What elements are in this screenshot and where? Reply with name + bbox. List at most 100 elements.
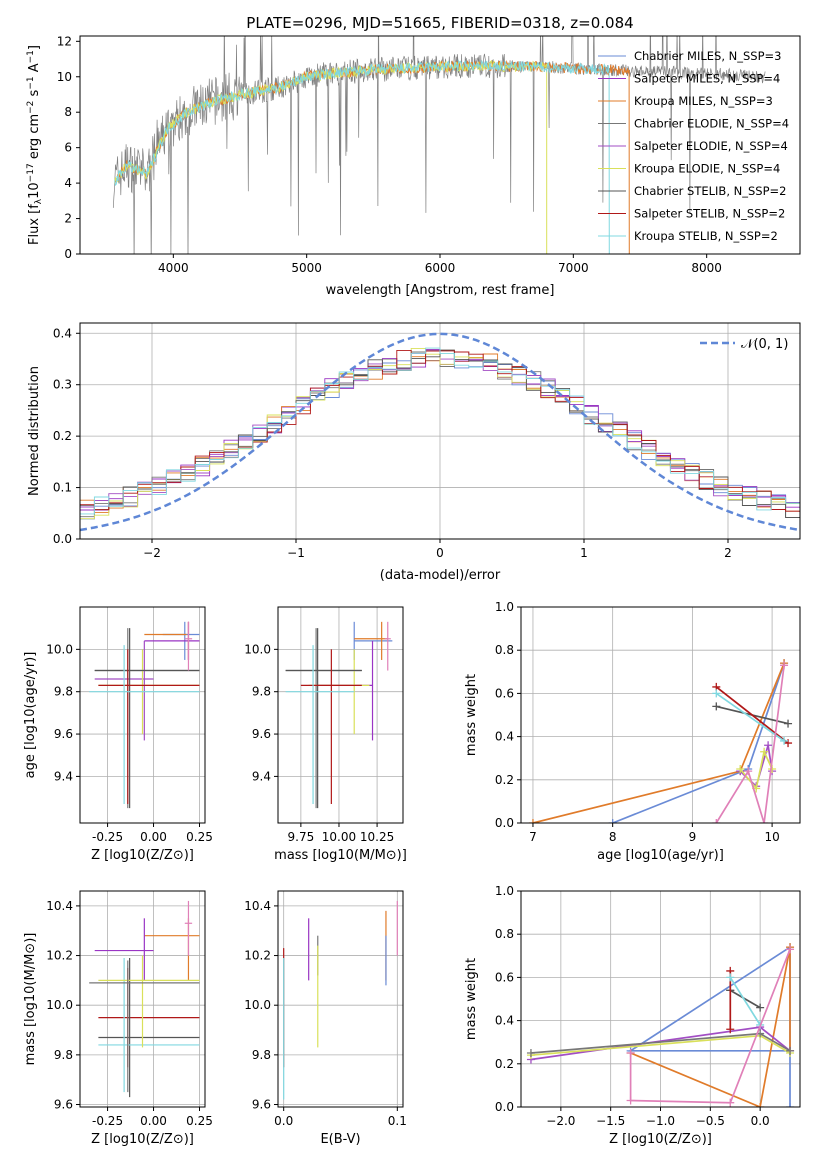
mass-Z-ytick-label: 10.2: [46, 949, 73, 963]
weight-age-point: [712, 702, 721, 711]
residuals-ytick-label: 0.3: [53, 378, 72, 392]
mass-EBV-xtick-label: 0.1: [388, 1114, 407, 1128]
spectrum-xtick-label: 5000: [291, 261, 322, 275]
weight-age-point: [736, 765, 745, 773]
mass-EBV-ytick-label: 10.0: [244, 998, 271, 1012]
gauss-legend-label: 𝒩(0, 1): [741, 337, 788, 352]
residuals-ytick-label: 0.1: [53, 481, 72, 495]
age-Z-xlabel: Z [log10(Z/Z⊙)]: [91, 848, 194, 863]
weight-age-xlabel: age [log10(age/yr)]: [597, 848, 724, 863]
weight-age-point: [764, 741, 773, 750]
spectrum-legend-label: Salpeter MILES, N_SSP=4: [634, 72, 780, 86]
mass-Z-panel: -0.25 0.00 0.25 9.6 9.8 10.0 10.2 10.4 Z [log10(…: [23, 890, 213, 1147]
weight-age-series-line: [612, 662, 785, 823]
mass-Z-ytick-label: 10.4: [46, 899, 73, 913]
residuals-xtick-label: 0: [436, 546, 444, 560]
weight-age-series-line: [532, 662, 785, 823]
weight-Z-point: [626, 1096, 635, 1105]
spectrum-legend-label: Chabrier ELODIE, N_SSP=4: [634, 117, 789, 131]
mass-Z-xtick-label: 0.25: [186, 1114, 213, 1128]
weight-age-ytick-label: 0.4: [495, 730, 514, 744]
weight-Z-point: [726, 1098, 735, 1107]
spectrum-legend-label: Kroupa ELODIE, N_SSP=4: [634, 162, 780, 176]
mass-EBV-xtick-label: 0.0: [274, 1114, 293, 1128]
weight-Z-xtick-label: −0.5: [696, 1114, 725, 1128]
mass-Z-marks: [89, 900, 200, 1098]
weight-age-ytick-label: 0.8: [495, 643, 514, 657]
weight-Z-series-line: [729, 989, 761, 1009]
spectrum-ytick-label: 8: [64, 105, 72, 119]
spectrum-xlabel: wavelength [Angstrom, rest frame]: [326, 283, 555, 298]
weight-age-series-line: [715, 692, 785, 742]
residuals-xlabel: (data-model)/error: [380, 568, 501, 583]
spectrum-legend-label: Chabrier MILES, N_SSP=3: [634, 49, 781, 63]
weight-age-xtick-label: 10: [764, 830, 779, 844]
weight-Z-xtick-label: −2.0: [546, 1114, 575, 1128]
mass-Z-ytick-label: 10.0: [46, 998, 73, 1012]
spectrum-legend-label: Kroupa MILES, N_SSP=3: [634, 94, 773, 108]
residuals-xtick-label: −1: [287, 546, 305, 560]
spectrum-xtick-label: 8000: [691, 261, 722, 275]
age-mass-ytick-label: 9.6: [252, 727, 271, 741]
age-Z-ytick-label: 9.8: [54, 685, 73, 699]
weight-Z-ytick-label: 1.0: [495, 884, 514, 898]
weight-age-point: [608, 819, 617, 823]
weight-Z-series-line: [630, 947, 791, 1107]
age-mass-ytick-label: 10.0: [244, 642, 271, 656]
age-Z-frame: [79, 606, 206, 824]
weight-age-xtick-label: 7: [529, 830, 537, 844]
spectrum-panel: 4000 5000 6000 7000 8000 0 2 4 6 8 10 12 Chabrier M…: [26, 34, 801, 298]
age-mass-panel: 9.75 10.00 10.25 9.4 9.6 9.8 10.0 mass [log10(M…: [244, 606, 407, 863]
weight-age-series-line: [715, 665, 785, 823]
mass-EBV-ytick-label: 9.6: [252, 1098, 271, 1112]
weight-Z-ytick-label: 0.0: [495, 1100, 514, 1114]
weight-Z-point: [756, 1003, 765, 1012]
weight-age-xtick-label: 8: [609, 830, 617, 844]
residuals-ytick-label: 0.2: [53, 429, 72, 443]
weight-age-point: [712, 819, 721, 823]
spectrum-xtick-label: 4000: [158, 261, 189, 275]
weight-Z-ytick-label: 0.4: [495, 1014, 514, 1028]
weight-Z-point: [786, 945, 795, 954]
age-mass-xlabel: mass [log10(M/M⊙)]: [274, 848, 407, 863]
residuals-hist-line: [80, 347, 800, 515]
weight-Z-point: [756, 1103, 765, 1107]
weight-age-xtick-label: 9: [689, 830, 697, 844]
residuals-panel: −2 −1 0 1 2 0.0 0.1 0.2 0.3 0.4 𝒩(0, 1) (data-mod…: [27, 322, 801, 583]
weight-age-point: [780, 736, 789, 745]
weight-Z-xtick-label: −1.0: [646, 1114, 675, 1128]
weight-Z-point: [526, 1049, 535, 1057]
weight-Z-point: [786, 1046, 795, 1055]
weight-age-point: [528, 819, 537, 823]
weight-age-point: [780, 661, 789, 670]
weight-Z-ytick-label: 0.6: [495, 970, 514, 984]
mass-EBV-marks: [283, 900, 398, 1100]
age-mass-xtick-label: 9.75: [288, 830, 315, 844]
weight-age-point: [760, 747, 769, 756]
weight-age-ytick-label: 0.6: [495, 686, 514, 700]
spectrum-ytick-label: 12: [57, 34, 72, 48]
mass-EBV-ytick-label: 9.8: [252, 1048, 271, 1062]
weight-age-ytick-label: 0.2: [495, 773, 514, 787]
spectrum-legend-label: Salpeter ELODIE, N_SSP=4: [634, 139, 788, 153]
spectrum-xtick-label: 6000: [425, 261, 456, 275]
mass-Z-ytick-label: 9.8: [54, 1048, 73, 1062]
spectrum-legend-label: Chabrier STELIB, N_SSP=2: [634, 184, 786, 198]
mass-EBV-ytick-label: 10.2: [244, 949, 271, 963]
weight-Z-point: [786, 1103, 795, 1107]
age-Z-ytick-label: 10.0: [46, 642, 73, 656]
weight-Z-ytick-label: 0.2: [495, 1057, 514, 1071]
residuals-ytick-label: 0.0: [53, 532, 72, 546]
spectrum-data-line: [112, 36, 766, 254]
weight-age-panel: 7 8 9 10 0.0 0.2 0.4 0.6 0.8 1.0 age [log10(age/yr…: [464, 600, 801, 863]
gauss-curve: [79, 332, 801, 532]
weight-age-ylabel: mass weight: [464, 674, 479, 756]
age-mass-xtick-label: 10.00: [322, 830, 356, 844]
age-mass-ytick-label: 9.8: [252, 685, 271, 699]
spectrum-ytick-label: 10: [57, 70, 72, 84]
age-Z-xtick-label: 0.00: [140, 830, 167, 844]
residuals-xtick-label: 2: [724, 546, 732, 560]
mass-Z-xlabel: Z [log10(Z/Z⊙)]: [91, 1132, 194, 1147]
spectrum-ylabel: Flux [fλ10−17 erg cm−2 s−1 A−1]: [26, 45, 44, 245]
weight-Z-marks: [526, 943, 795, 1107]
